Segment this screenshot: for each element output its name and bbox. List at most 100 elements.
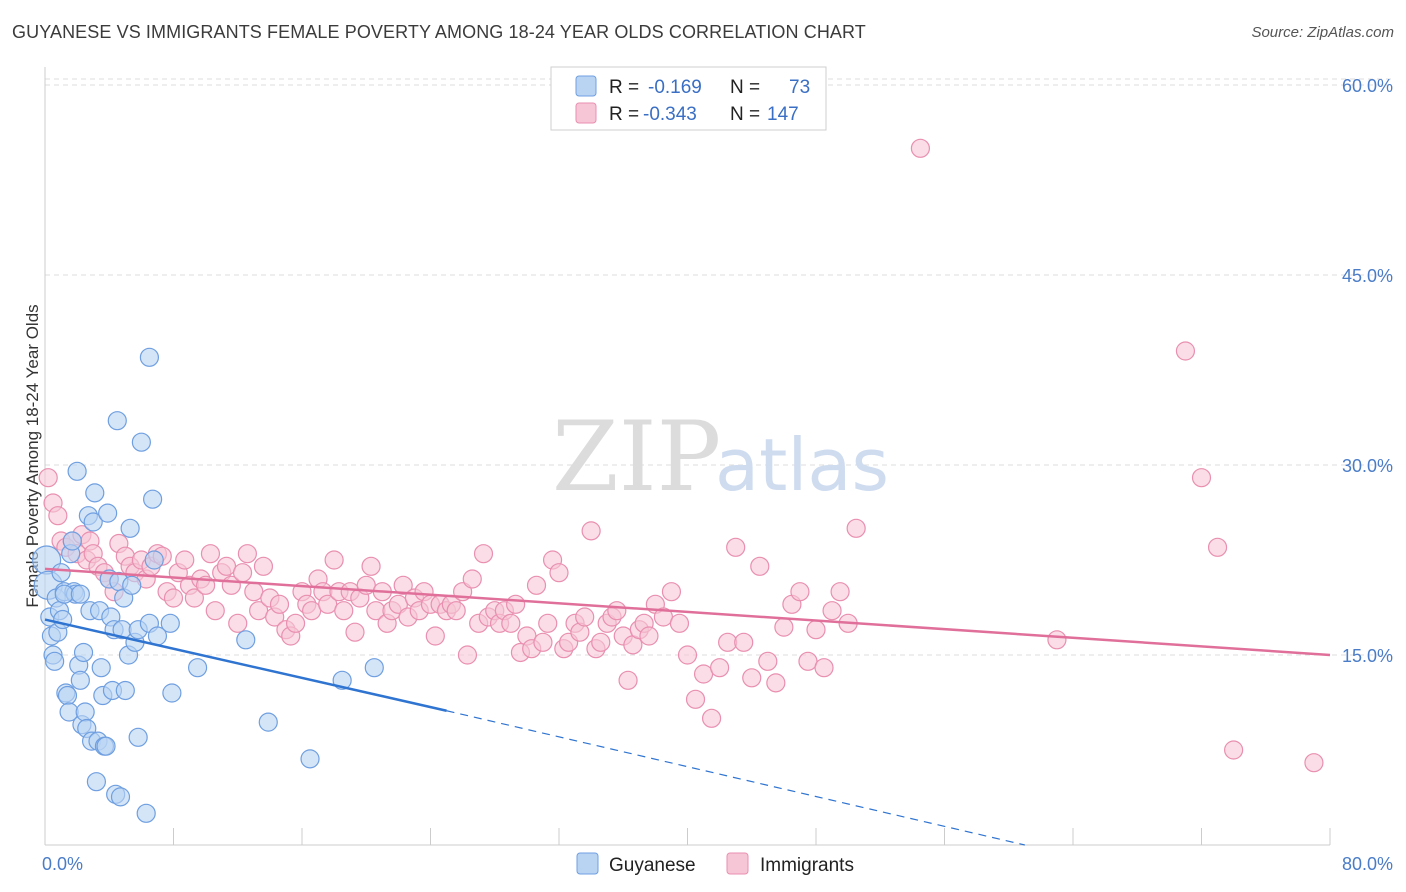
immigrants-point (742, 668, 762, 688)
guyanese-point (258, 712, 278, 732)
x-tick-label: 80.0% (1342, 854, 1393, 874)
y-tick-label: 15.0% (1342, 646, 1393, 666)
guyanese-point (91, 658, 111, 678)
immigrants-point (701, 708, 722, 728)
bottom-legend-guyanese: Guyanese (609, 855, 696, 876)
guyanese-point (62, 531, 82, 551)
immigrants-point (750, 556, 770, 576)
immigrants-point (228, 613, 248, 633)
immigrants-point (253, 556, 274, 576)
guyanese-point (187, 658, 208, 678)
legend-box: R = -0.169 N = 73 R = -0.343 N = 147 (550, 66, 827, 131)
immigrants-point (758, 651, 778, 671)
legend-swatch-guyanese (575, 75, 597, 97)
immigrants-point (324, 550, 344, 570)
immigrants-point (205, 601, 225, 621)
guyanese-point (139, 347, 160, 367)
immigrants-point (774, 617, 794, 637)
immigrants-point (830, 582, 850, 602)
guyanese-point (83, 512, 103, 532)
axes (44, 67, 1331, 846)
y-axis-label: Female Poverty Among 18-24 Year Olds (23, 304, 42, 607)
immigrants-point (846, 518, 866, 538)
guyanese-point (120, 518, 140, 538)
immigrants-point (1175, 341, 1196, 361)
y-tick-label: 45.0% (1342, 266, 1393, 286)
immigrants-point (393, 575, 413, 595)
guyanese-point (107, 411, 127, 431)
guyanese-point (70, 584, 90, 604)
guyanese-point (85, 483, 105, 503)
guyanese-trend-line (44, 618, 447, 712)
guyanese-point (96, 736, 116, 756)
immigrants-point (575, 607, 595, 627)
immigrants-point (200, 544, 221, 564)
guyanese-point (75, 702, 95, 722)
immigrants-point (581, 521, 601, 541)
immigrants-point (766, 673, 786, 693)
immigrants-point (618, 670, 638, 690)
guyanese-trend-extension (446, 710, 1025, 846)
immigrants-point (1047, 630, 1067, 650)
immigrants-point (462, 569, 482, 589)
trend-lines (44, 567, 1331, 846)
immigrants-point (822, 601, 842, 621)
immigrants-point (639, 626, 659, 646)
guyanese-point (162, 683, 182, 703)
immigrants-point (237, 544, 257, 564)
guyanese-point (300, 749, 320, 769)
tick-labels: 15.0% 30.0% 45.0% 60.0% 0.0% 80.0% (42, 76, 1393, 874)
legend-r-value: -0.169 (648, 77, 702, 98)
legend-swatch-immigrants (575, 102, 597, 124)
immigrants-point (814, 658, 834, 678)
guyanese-point (110, 787, 131, 807)
immigrants-point (549, 563, 569, 583)
immigrants-point (685, 689, 706, 709)
watermark-atlas: atlas (715, 423, 889, 507)
guyanese-point (160, 613, 180, 633)
guyanese-point (57, 685, 78, 706)
immigrants-point (718, 632, 738, 652)
bottom-legend: Guyanese Immigrants (576, 852, 854, 876)
guyanese-point (144, 550, 164, 570)
guyanese-point (54, 584, 74, 604)
immigrants-point (538, 613, 558, 633)
watermark-zip: ZIP (552, 401, 721, 513)
immigrants-point (1207, 537, 1228, 557)
immigrants-point (216, 556, 237, 576)
immigrants-point (334, 601, 354, 621)
immigrants-point (798, 651, 818, 671)
immigrants-point (163, 588, 184, 608)
immigrants-point (446, 601, 466, 621)
guyanese-point (364, 658, 384, 678)
x-tick-label: 0.0% (42, 854, 83, 874)
immigrants-point (661, 582, 682, 602)
guyanese-point (236, 630, 256, 650)
legend-n-value: 73 (789, 77, 810, 98)
immigrants-point (734, 632, 754, 652)
immigrants-point (473, 544, 494, 564)
guyanese-point (131, 432, 151, 452)
legend-r-label: R = (609, 104, 639, 125)
immigrants-point (285, 613, 306, 633)
chart-title: GUYANESE VS IMMIGRANTS FEMALE POVERTY AM… (12, 22, 866, 42)
guyanese-point (136, 803, 156, 823)
immigrants-point (345, 622, 365, 642)
immigrants-point (910, 138, 931, 158)
y-tick-label: 30.0% (1342, 456, 1393, 476)
legend-r-label: R = (609, 77, 639, 98)
guyanese-point (115, 680, 135, 701)
source-label: Source: ZipAtlas.com (1251, 24, 1394, 41)
immigrants-point (1304, 753, 1324, 773)
immigrants-point (526, 575, 547, 595)
bottom-legend-immigrants: Immigrants (760, 855, 854, 876)
immigrants-trend-line (44, 567, 1331, 657)
legend-n-label: N = (730, 77, 760, 98)
immigrants-point (677, 645, 698, 665)
immigrants-point (38, 468, 58, 488)
immigrants-point (726, 537, 746, 557)
immigrants-point (184, 588, 204, 608)
guyanese-point (122, 575, 142, 595)
immigrants-point (361, 556, 381, 576)
guyanese-point (128, 727, 148, 747)
